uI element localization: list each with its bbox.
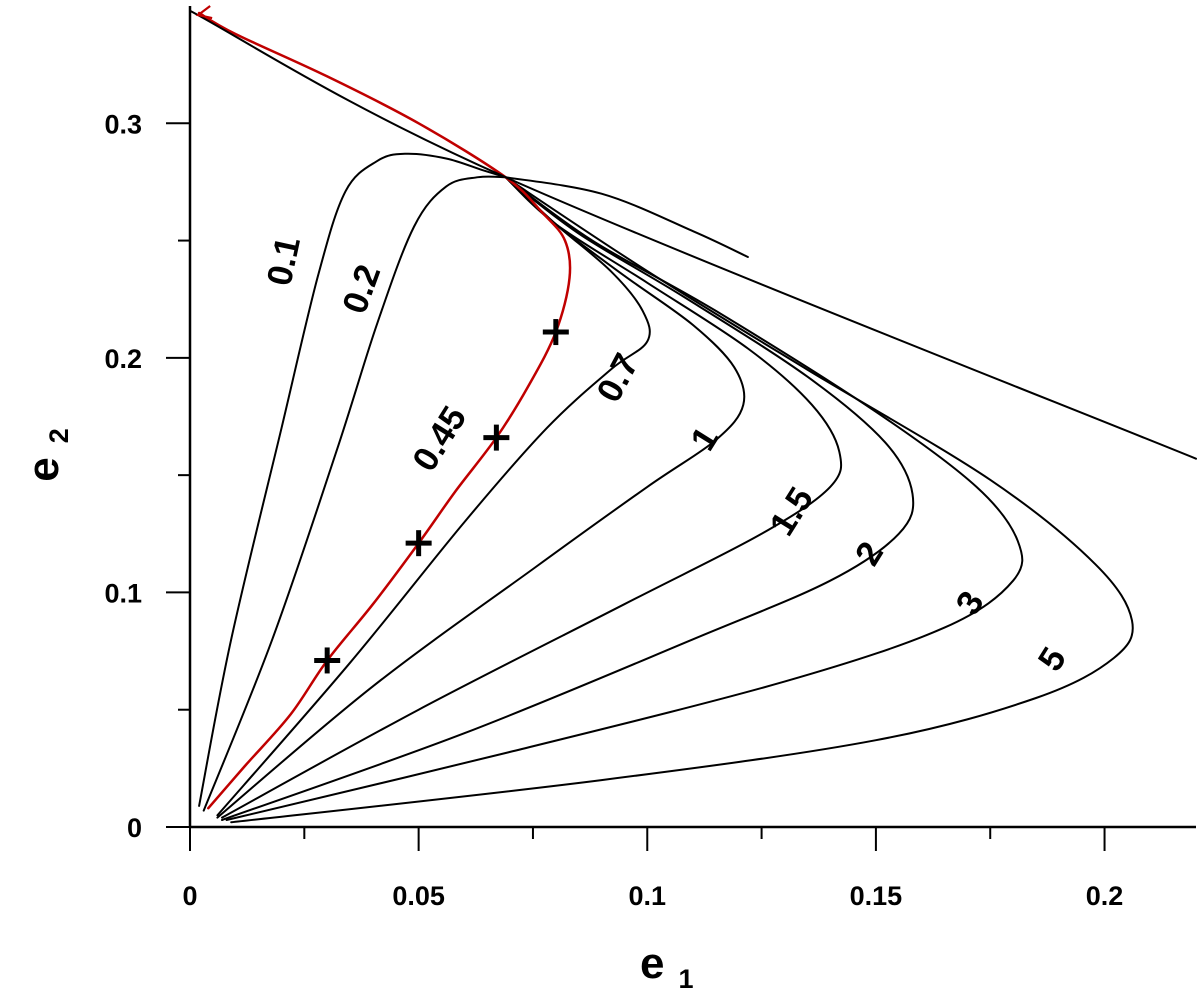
curve-5 bbox=[230, 176, 1134, 824]
curve-envelope-10 bbox=[504, 176, 749, 258]
curve-label-0-45: 0.45 bbox=[405, 400, 474, 478]
x-tick-label: 0.05 bbox=[392, 881, 445, 911]
curve-label-0-2: 0.2 bbox=[335, 260, 388, 319]
plus-marker bbox=[483, 424, 510, 451]
plus-marker bbox=[314, 647, 341, 674]
curve-envelope-9 bbox=[189, 9, 1197, 460]
curve-1-5 bbox=[221, 176, 843, 819]
curve-1 bbox=[216, 176, 746, 819]
y-axis-title-main: e bbox=[19, 457, 68, 481]
y-tick-label: 0 bbox=[127, 813, 142, 843]
x-axis-title-main: e bbox=[640, 939, 664, 988]
axes-layer bbox=[188, 6, 1196, 829]
curve-label-1-5: 1.5 bbox=[762, 481, 821, 543]
y-axis-title: e2 bbox=[19, 428, 74, 482]
curve-label-1: 1 bbox=[683, 420, 726, 457]
x-tick-label: 0.15 bbox=[850, 881, 903, 911]
x-tick-label: 0 bbox=[182, 881, 197, 911]
curve-label-5: 5 bbox=[1031, 641, 1074, 678]
plus-marker bbox=[405, 530, 432, 557]
y-axis-title-subscript: 2 bbox=[44, 428, 74, 443]
y-tick-label: 0.3 bbox=[104, 109, 142, 139]
curve-0-2 bbox=[202, 175, 507, 812]
x-axis-title-subscript: 1 bbox=[678, 964, 693, 994]
curve-0-7 bbox=[216, 176, 651, 817]
x-tick-label: 0.2 bbox=[1086, 881, 1124, 911]
curve-label-0-7: 0.7 bbox=[589, 347, 646, 408]
curve-label-0-1: 0.1 bbox=[260, 233, 308, 289]
markers-layer bbox=[314, 319, 569, 674]
curve-0-1 bbox=[198, 152, 507, 807]
curve-3 bbox=[225, 176, 1024, 821]
curves-layer bbox=[189, 5, 1197, 824]
ticks-layer: 0 0.05 0.1 0.15 0.200.10.20.3 bbox=[104, 109, 1123, 911]
x-tick-label: 0.1 bbox=[628, 881, 666, 911]
y-tick-label: 0.2 bbox=[104, 344, 142, 374]
curve-0-45-arrowhead bbox=[195, 5, 213, 20]
curve-2 bbox=[221, 176, 915, 821]
svg-text:e2: e2 bbox=[19, 428, 74, 482]
y-tick-label: 0.1 bbox=[104, 578, 142, 608]
curve-0-45 bbox=[197, 11, 572, 810]
plus-marker bbox=[542, 319, 569, 346]
